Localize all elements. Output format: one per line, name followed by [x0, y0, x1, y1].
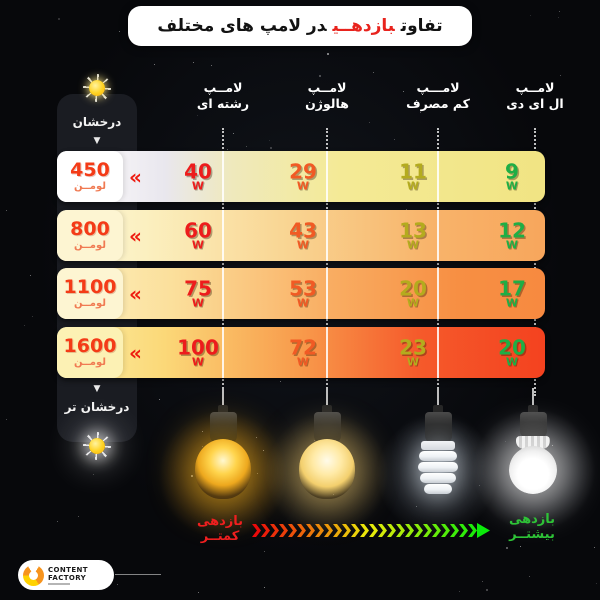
watt-value-led: 12 W [498, 218, 526, 251]
table-row-1600-lumen: 1600 لومــن « 100 W 72 W 23 W 20 W [57, 327, 545, 378]
column-header-incandescent: لامــپ رشته ای [196, 80, 250, 111]
guide-line-cfl [437, 128, 439, 396]
chevron-down-icon: ▼ [93, 384, 101, 394]
watt-value-cfl: 11 W [399, 159, 427, 192]
column-header-led: لامــپ ال ای دی [506, 80, 564, 111]
column-divider [222, 210, 224, 261]
led-dome [509, 446, 557, 494]
bulb-socket [433, 405, 443, 412]
column-divider [437, 268, 439, 319]
chevron-down-icon: ▼ [93, 136, 101, 146]
watt-value-cfl: 23 W [399, 335, 427, 368]
double-chevron-left-icon: « [129, 223, 142, 248]
column-divider [326, 151, 328, 202]
double-chevron-left-icon: « [129, 340, 142, 365]
column-divider [326, 268, 328, 319]
bulb-socket [218, 405, 228, 412]
brightness-label-top: درخشان [72, 115, 122, 129]
table-row-1100-lumen: 1100 لومــن « 75 W 53 W 20 W 17 W [57, 268, 545, 319]
column-divider [222, 327, 224, 378]
table-row-800-lumen: 800 لومــن « 60 W 43 W 13 W 12 W [57, 210, 545, 261]
bulb-socket [322, 405, 332, 412]
double-chevron-left-icon: « [129, 164, 142, 189]
column-divider [222, 151, 224, 202]
bulb-socket [528, 405, 538, 412]
efficiency-less-label: بازدهی کمتــر [196, 514, 244, 544]
lumen-label: 1600 لومــن [57, 327, 123, 378]
incandescent-glass [195, 439, 251, 499]
column-divider [437, 210, 439, 261]
column-divider [437, 327, 439, 378]
guide-line-halogen [326, 128, 328, 396]
column-divider [326, 210, 328, 261]
watt-value-halogen: 29 W [289, 159, 317, 192]
double-chevron-left-icon: « [129, 281, 142, 306]
watt-value-incandescent: 100 W [177, 335, 219, 368]
led-bulb [493, 388, 573, 494]
bulb-wire [532, 388, 534, 405]
column-divider [222, 268, 224, 319]
page-title: تفاوتبازدهــیدر لامپ های مختلف [157, 16, 443, 36]
watt-value-cfl: 20 W [399, 276, 427, 309]
led-ribbed-collar [516, 436, 550, 449]
watt-value-incandescent: 75 W [184, 276, 212, 309]
efficiency-more-label: بازدهی بیشتــر [508, 512, 556, 542]
glowing-sun-icon [83, 432, 111, 460]
guide-line-led [534, 128, 536, 396]
bulb-wire [437, 388, 439, 405]
bulb-socket [209, 412, 237, 443]
bulb-wire [326, 388, 328, 405]
cfl-spiral-tube [418, 441, 458, 494]
column-header-cfl: لامـــپ کم مصرف [406, 80, 470, 111]
efficiency-arrow-chevrons [252, 523, 500, 538]
column-divider [437, 151, 439, 202]
title-highlight: بازدهــی [332, 16, 395, 36]
content-factory-logo: CONTENT FACTORY [18, 560, 114, 590]
guide-line-incandescent [222, 128, 224, 396]
logo-c-icon [23, 564, 44, 586]
watt-value-cfl: 13 W [399, 218, 427, 251]
bulb-wire [222, 388, 224, 405]
watt-value-incandescent: 60 W [184, 218, 212, 251]
lumen-label: 1100 لومــن [57, 268, 123, 319]
watt-value-halogen: 72 W [289, 335, 317, 368]
halogen-glass [299, 439, 355, 499]
bulb-socket [519, 412, 547, 438]
lumen-label: 450 لومــن [57, 151, 123, 202]
lumen-label: 800 لومــن [57, 210, 123, 261]
halogen-bulb [287, 388, 367, 499]
logo-wordmark: CONTENT FACTORY [48, 566, 88, 585]
logo-divider-line [115, 574, 161, 575]
bulb-socket [424, 412, 452, 443]
bulb-socket [313, 412, 341, 443]
incandescent-bulb [183, 388, 263, 499]
cfl-bulb [398, 388, 478, 494]
watt-value-incandescent: 40 W [184, 159, 212, 192]
title-banner: تفاوتبازدهــیدر لامپ های مختلف [128, 6, 472, 46]
watt-value-led: 17 W [498, 276, 526, 309]
watt-value-halogen: 53 W [289, 276, 317, 309]
column-divider [326, 327, 328, 378]
brightness-label-bottom: درخشان تر [64, 400, 130, 414]
watt-value-halogen: 43 W [289, 218, 317, 251]
column-header-halogen: لامــپ هالوژن [305, 80, 349, 111]
watt-value-led: 20 W [498, 335, 526, 368]
sun-icon [83, 74, 111, 102]
